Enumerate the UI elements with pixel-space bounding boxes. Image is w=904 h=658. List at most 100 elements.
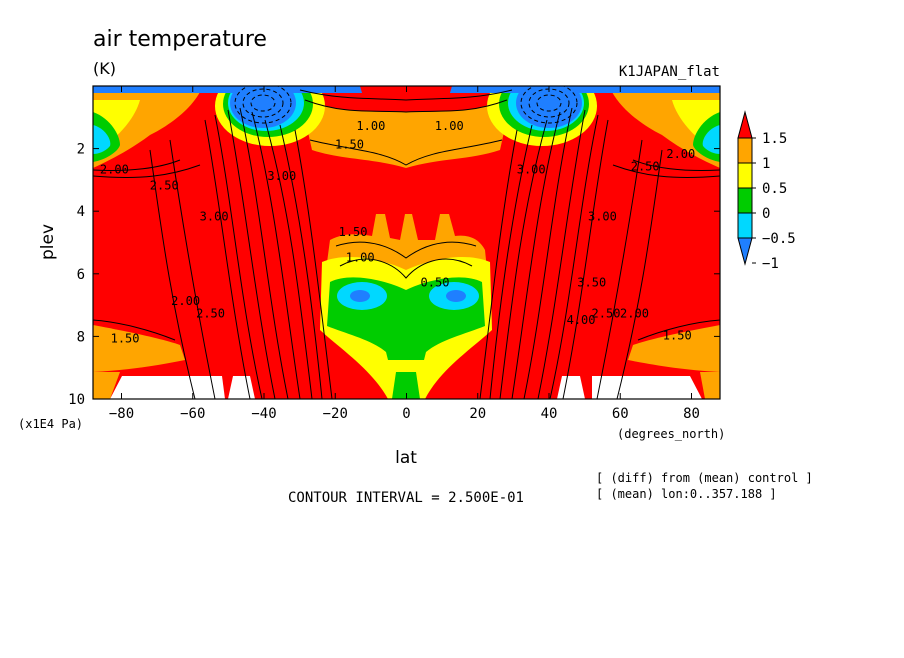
x-tick-label: −80 — [109, 406, 134, 422]
contour-labels: 1.00 1.001.502.002.503.003.00 3.00 2.502.00… — [100, 119, 695, 346]
note-line-1: [ (diff) from (mean) control ] — [596, 471, 813, 485]
colorbar-tick-label: −0.5 — [762, 231, 796, 247]
contour-line — [549, 114, 599, 399]
note-line-2: [ (mean) lon:0..357.188 ] — [596, 487, 777, 501]
y-axis: 2 4 6 8 10 — [68, 142, 720, 408]
contour-line — [309, 139, 503, 166]
x-tick-label: 0 — [402, 406, 410, 422]
colorbar-tick-label: 0.5 — [762, 181, 787, 197]
missing-data-region-right — [592, 376, 702, 399]
x-tick-label: 60 — [612, 406, 629, 422]
contour-label: 2.00 — [666, 147, 695, 161]
contour-label: 3.50 — [577, 275, 606, 289]
missing-data-region-left-2 — [228, 376, 255, 399]
contour-line — [537, 109, 586, 399]
contour-line — [239, 107, 289, 399]
contour-line — [596, 139, 643, 399]
contour-lines — [93, 89, 720, 399]
contour-interval: CONTOUR INTERVAL = 2.500E-01 — [288, 490, 524, 506]
contour-line — [335, 241, 477, 259]
contour-line — [489, 124, 533, 399]
contour-line — [479, 129, 518, 399]
contour-label: 1.00 — [435, 119, 464, 133]
x-tick-label: −20 — [323, 406, 348, 422]
contour-label: 1.50 — [663, 329, 692, 343]
contour-line — [264, 119, 313, 399]
y-tick-label: 4 — [77, 204, 85, 220]
x-tick-label: 80 — [683, 406, 700, 422]
orange-region-bottom-left-corner — [93, 372, 120, 399]
x-tick-label: −40 — [251, 406, 276, 422]
contour-label: 3.00 — [517, 163, 546, 177]
colorbar-tick-label: 1 — [762, 156, 770, 172]
contour-line — [204, 119, 251, 399]
contour-label: 1.50 — [335, 138, 364, 152]
x-tick-label: −60 — [180, 406, 205, 422]
contour-label: 2.00 — [620, 307, 649, 321]
negative-contour — [234, 86, 292, 124]
colorbar-top-arrow — [737, 110, 753, 139]
colorbar-segment — [737, 212, 753, 239]
contour-line — [562, 119, 609, 399]
contour-line — [294, 129, 333, 399]
contour-line — [227, 109, 276, 399]
x-axis: −80 −60 −40 −20 0 20 40 60 80 — [109, 86, 700, 422]
orange-region-lower-right — [628, 325, 720, 372]
contour-line — [304, 99, 508, 113]
contour-line — [279, 124, 323, 399]
contour-line — [251, 111, 301, 399]
x-tick-label: 40 — [541, 406, 558, 422]
colorbar-segment — [737, 137, 753, 164]
chart-title: air temperature — [93, 27, 267, 52]
blue-region-upper-left — [230, 86, 296, 128]
colorbar-tick-label: 0 — [762, 206, 770, 222]
negative-contour — [520, 86, 578, 124]
negative-contour — [250, 94, 276, 112]
colorbar: 1.5 1 0.5 0 −0.5 −1 — [737, 110, 796, 272]
contour-label: 2.50 — [631, 160, 660, 174]
orange-region-upper-center — [300, 96, 512, 168]
negative-contour — [242, 88, 284, 118]
blue-region-lower-right — [446, 290, 466, 302]
colorbar-tick-label: −1 — [762, 256, 779, 272]
contour-label: 3.00 — [588, 210, 617, 224]
contour-line — [214, 114, 263, 399]
contour-label: 2.00 — [100, 163, 129, 177]
contour-label: 1.50 — [339, 225, 368, 239]
contour-label: 2.50 — [150, 178, 179, 192]
chart-units: (K) — [93, 59, 116, 78]
orange-region-lower-left — [93, 325, 185, 372]
contour-label: 1.00 — [346, 250, 375, 264]
contour-line — [632, 159, 720, 171]
contour-label: 1.00 — [356, 119, 385, 133]
y-tick-label: 8 — [77, 329, 85, 345]
contour-label: 3.00 — [267, 169, 296, 183]
y-tick-label: 2 — [77, 142, 85, 158]
blue-region-upper-right — [516, 86, 582, 128]
run-label: K1JAPAN_flat — [619, 64, 720, 80]
negative-contour — [536, 94, 562, 112]
contour-label: 3.00 — [200, 210, 229, 224]
contour-line — [169, 139, 216, 399]
contour-label: 4.00 — [567, 313, 596, 327]
contour-label: 0.50 — [421, 275, 450, 289]
contour-line — [499, 119, 548, 399]
contour-line — [339, 258, 473, 279]
y-tick-label: 10 — [68, 392, 85, 408]
x-tick-label: 20 — [469, 406, 486, 422]
contour-line — [523, 107, 573, 399]
contour-line — [93, 164, 201, 179]
contour-label: 2.50 — [592, 307, 621, 321]
contour-line — [149, 149, 196, 399]
x-axis-label: lat — [395, 448, 417, 468]
colorbar-segment — [737, 187, 753, 214]
contour-label: 1.50 — [111, 332, 140, 346]
red-region-top-center — [360, 86, 452, 110]
colorbar-segment — [737, 162, 753, 189]
colorbar-bottom-arrow — [737, 237, 753, 266]
contour-line — [616, 149, 663, 399]
y-axis-label: plev — [38, 224, 58, 260]
y-axis-units: (x1E4 Pa) — [18, 417, 83, 431]
